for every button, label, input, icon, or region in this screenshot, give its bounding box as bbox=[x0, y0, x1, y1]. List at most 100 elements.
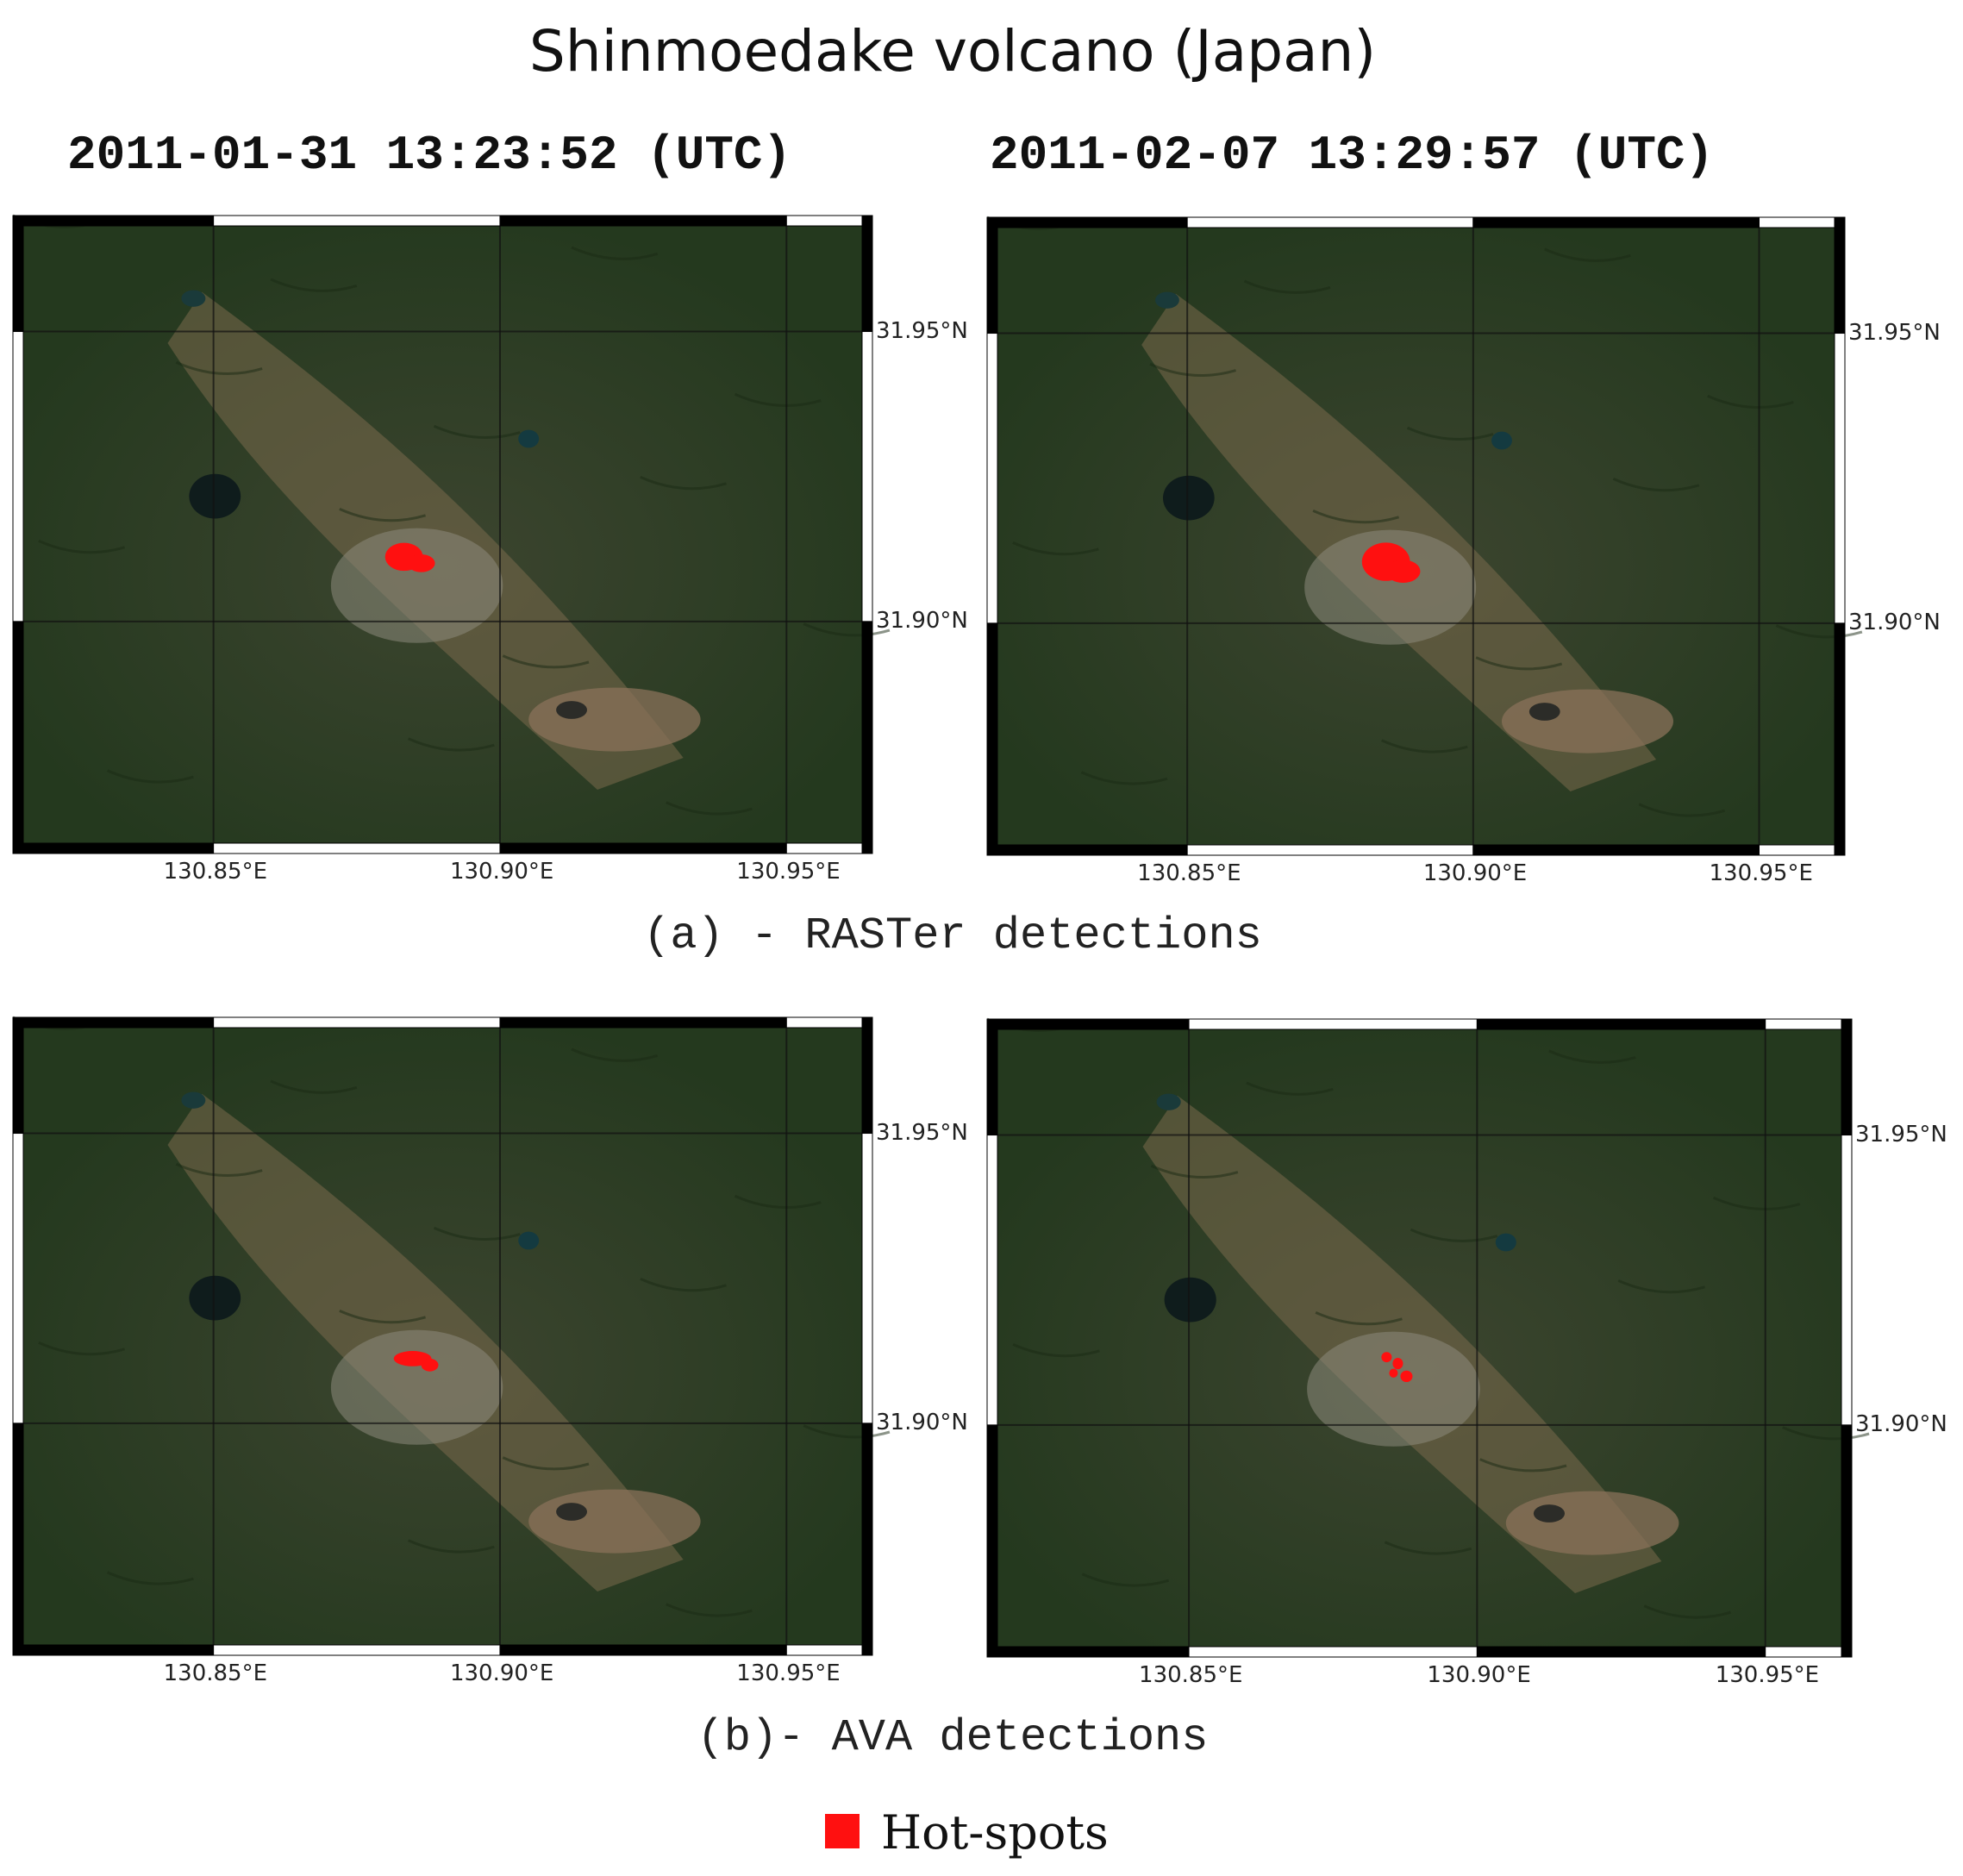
frame-segment bbox=[987, 334, 997, 623]
map-panel: 130.85°E 130.90°E 130.95°E 31.95°N 31.90°N bbox=[13, 1017, 872, 1655]
frame-segment bbox=[1841, 1019, 1852, 1135]
cone-crater bbox=[556, 1503, 587, 1521]
longitude-tick-label: 130.95°E bbox=[1716, 1662, 1819, 1688]
crater-area bbox=[1307, 1332, 1480, 1447]
frame-segment bbox=[13, 622, 23, 854]
frame-segment bbox=[1189, 1647, 1477, 1657]
crater-lake bbox=[189, 474, 241, 519]
map-panel: 130.85°E 130.90°E 130.95°E 31.95°N 31.90°N bbox=[13, 216, 872, 854]
frame-segment bbox=[987, 1019, 1189, 1029]
latitude-tick-label: 31.95°N bbox=[1848, 320, 1941, 346]
latitude-tick-label: 31.90°N bbox=[876, 1410, 968, 1435]
frame-segment bbox=[1841, 1425, 1852, 1657]
frame-segment bbox=[214, 1645, 500, 1655]
hotspot-patch bbox=[1381, 1352, 1391, 1362]
frame-segment bbox=[1835, 334, 1845, 623]
caption-raster: (a) - RASTer detections bbox=[0, 902, 1905, 971]
map-panel: 130.85°E 130.90°E 130.95°E 31.95°N 31.90°N bbox=[987, 1019, 1852, 1657]
volcanic-cone bbox=[1502, 690, 1673, 754]
hotspot-patch bbox=[1392, 1358, 1403, 1369]
satellite-map bbox=[987, 217, 1845, 855]
frame-segment bbox=[13, 1017, 214, 1028]
caption-ava: (b)- AVA detections bbox=[0, 1704, 1905, 1773]
frame-segment bbox=[1841, 1135, 1852, 1425]
frame-segment bbox=[13, 1017, 23, 1134]
satellite-map bbox=[13, 216, 872, 854]
crater-area bbox=[331, 1330, 503, 1445]
frame-segment bbox=[987, 217, 997, 334]
longitude-tick-label: 130.85°E bbox=[164, 1660, 267, 1686]
crater-lake bbox=[1163, 476, 1215, 521]
frame-segment bbox=[500, 843, 786, 854]
longitude-tick-label: 130.85°E bbox=[1139, 1662, 1242, 1688]
frame-segment bbox=[786, 1645, 872, 1655]
small-lake bbox=[518, 430, 539, 448]
volcanic-cone bbox=[528, 688, 700, 752]
frame-segment bbox=[1760, 217, 1846, 228]
frame-segment bbox=[1189, 1019, 1477, 1029]
longitude-tick-label: 130.90°E bbox=[1427, 1662, 1530, 1688]
frame-segment bbox=[214, 1017, 500, 1028]
crater-area bbox=[331, 528, 503, 643]
frame-segment bbox=[13, 1423, 23, 1655]
crater-lake bbox=[189, 1276, 241, 1321]
hotspot-patch bbox=[422, 1359, 439, 1372]
frame-segment bbox=[862, 216, 872, 332]
timestamp-right: 2011-02-07 13:29:57 (UTC) bbox=[990, 121, 1714, 190]
small-lake bbox=[181, 291, 205, 307]
frame-segment bbox=[1187, 845, 1473, 855]
frame-segment bbox=[1760, 845, 1846, 855]
satellite-map bbox=[987, 1019, 1852, 1657]
longitude-tick-label: 130.90°E bbox=[1423, 860, 1527, 886]
hotspot-patch bbox=[408, 554, 435, 572]
latitude-tick-label: 31.90°N bbox=[1848, 610, 1941, 635]
frame-segment bbox=[214, 843, 500, 854]
hotspot-patch bbox=[1389, 1369, 1397, 1378]
cone-crater bbox=[1529, 703, 1560, 721]
frame-segment bbox=[862, 1134, 872, 1423]
frame-segment bbox=[1477, 1647, 1765, 1657]
frame-segment bbox=[862, 332, 872, 622]
frame-segment bbox=[500, 1017, 786, 1028]
cone-crater bbox=[556, 701, 587, 719]
frame-segment bbox=[1187, 217, 1473, 228]
frame-segment bbox=[786, 843, 872, 854]
frame-segment bbox=[214, 216, 500, 226]
frame-segment bbox=[786, 1017, 872, 1028]
frame-segment bbox=[1477, 1019, 1765, 1029]
longitude-tick-label: 130.90°E bbox=[450, 859, 553, 885]
small-lake bbox=[1491, 432, 1512, 450]
frame-segment bbox=[987, 623, 997, 855]
frame-segment bbox=[1835, 217, 1845, 334]
frame-segment bbox=[13, 1645, 214, 1655]
small-lake bbox=[181, 1092, 205, 1109]
volcanic-cone bbox=[1506, 1491, 1679, 1555]
map-panel: 130.85°E 130.90°E 130.95°E 31.95°N 31.90°N bbox=[987, 217, 1845, 855]
legend-label: Hot-spots bbox=[881, 1798, 1109, 1867]
satellite-map bbox=[13, 1017, 872, 1655]
frame-segment bbox=[987, 217, 1187, 228]
frame-segment bbox=[1766, 1019, 1852, 1029]
longitude-tick-label: 130.85°E bbox=[1137, 860, 1241, 886]
latitude-tick-label: 31.95°N bbox=[876, 1120, 968, 1146]
frame-segment bbox=[13, 843, 214, 854]
small-lake bbox=[1496, 1234, 1516, 1252]
frame-segment bbox=[987, 1647, 1189, 1657]
hotspot-patch bbox=[1400, 1371, 1412, 1382]
timestamp-left: 2011-01-31 13:23:52 (UTC) bbox=[67, 121, 791, 190]
frame-segment bbox=[500, 216, 786, 226]
cone-crater bbox=[1534, 1504, 1565, 1523]
frame-segment bbox=[862, 622, 872, 854]
frame-segment bbox=[987, 845, 1187, 855]
longitude-tick-label: 130.85°E bbox=[164, 859, 267, 885]
frame-segment bbox=[13, 216, 23, 332]
hotspot-patch bbox=[1386, 560, 1421, 583]
frame-segment bbox=[500, 1645, 786, 1655]
latitude-tick-label: 31.95°N bbox=[876, 318, 968, 344]
frame-segment bbox=[1473, 845, 1760, 855]
frame-segment bbox=[13, 1134, 23, 1423]
longitude-tick-label: 130.95°E bbox=[736, 859, 840, 885]
frame-segment bbox=[862, 1017, 872, 1134]
frame-segment bbox=[987, 1425, 997, 1657]
